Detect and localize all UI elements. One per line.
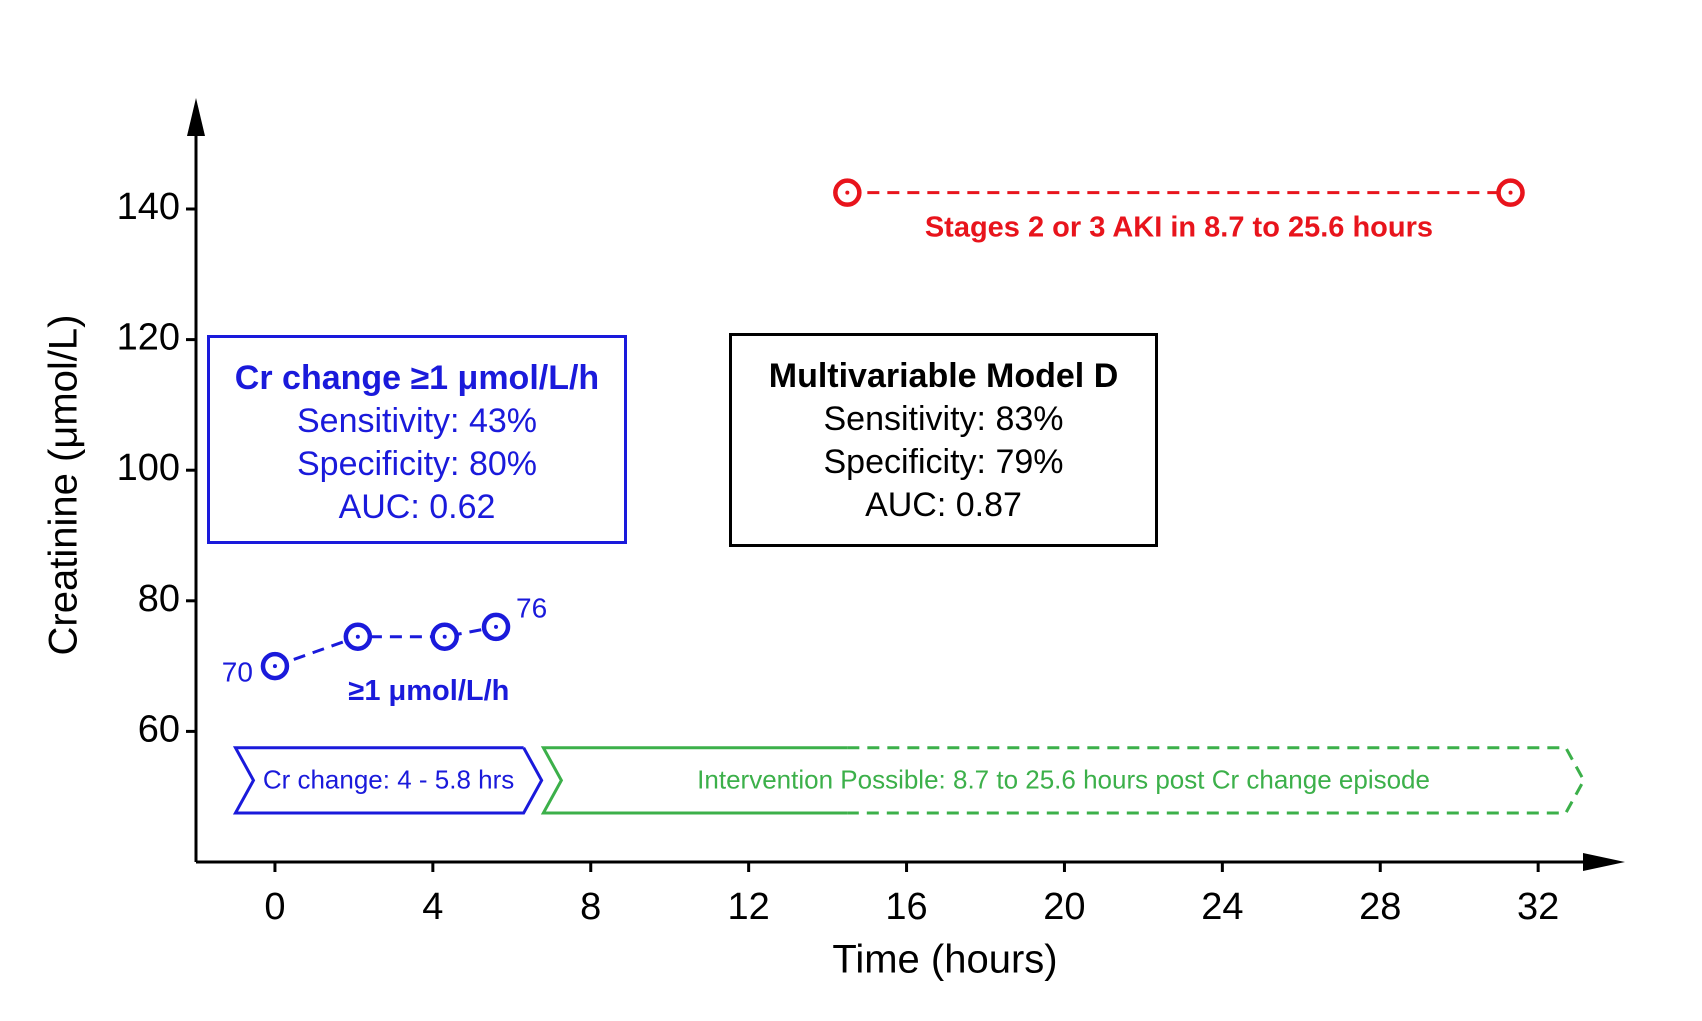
band-label: Intervention Possible: 8.7 to 25.6 hours… <box>697 764 1430 794</box>
marker-center <box>355 634 360 639</box>
x-tick-label: 8 <box>580 886 601 928</box>
metrics-box: Multivariable Model D Sensitivity: 83% Spe… <box>729 333 1158 547</box>
y-tick-label: 60 <box>138 708 180 750</box>
x-tick-label: 24 <box>1201 886 1243 928</box>
box-title: Multivariable Model D <box>768 357 1119 395</box>
marker-center <box>494 624 499 629</box>
y-axis-arrow <box>187 98 205 136</box>
box-line: Sensitivity: 43% <box>297 402 537 440</box>
box-line: Sensitivity: 83% <box>823 400 1064 438</box>
marker-center <box>272 664 277 669</box>
box-title: Cr change ≥1 μmol/L/h <box>234 359 600 397</box>
y-tick-label: 140 <box>117 186 180 228</box>
box-line: Specificity: 80% <box>297 445 537 483</box>
x-tick-label: 32 <box>1517 886 1559 928</box>
value-label: 70 <box>222 656 253 687</box>
marker-center <box>1508 190 1513 195</box>
y-axis-title: Creatinine (μmol/L) <box>42 315 86 656</box>
y-tick-label: 80 <box>138 578 180 620</box>
annotation: Stages 2 or 3 AKI in 8.7 to 25.6 hours <box>925 211 1433 243</box>
marker-center <box>442 634 447 639</box>
x-tick-label: 28 <box>1359 886 1401 928</box>
y-tick-label: 100 <box>117 447 180 489</box>
series-line <box>274 625 497 668</box>
box-line: Specificity: 79% <box>823 443 1064 481</box>
marker-center <box>845 190 850 195</box>
y-tick-label: 120 <box>117 317 180 359</box>
x-tick-label: 12 <box>728 886 770 928</box>
x-tick-label: 16 <box>885 886 927 928</box>
band-outline <box>540 746 848 815</box>
box-line: AUC: 0.62 <box>338 488 496 526</box>
value-label: 76 <box>516 592 547 623</box>
x-axis-title: Time (hours) <box>832 938 1057 982</box>
x-axis-arrow <box>1583 853 1625 871</box>
x-tick-label: 20 <box>1043 886 1085 928</box>
band-label: Cr change: 4 - 5.8 hrs <box>263 764 514 794</box>
box-line: AUC: 0.87 <box>865 486 1022 524</box>
x-tick-label: 0 <box>264 886 285 928</box>
metrics-box: Cr change ≥1 μmol/L/h Sensitivity: 43% Spe… <box>207 335 627 544</box>
band-outline <box>232 746 544 815</box>
x-tick-label: 4 <box>422 886 443 928</box>
annotation: ≥1 μmol/L/h <box>348 675 509 707</box>
